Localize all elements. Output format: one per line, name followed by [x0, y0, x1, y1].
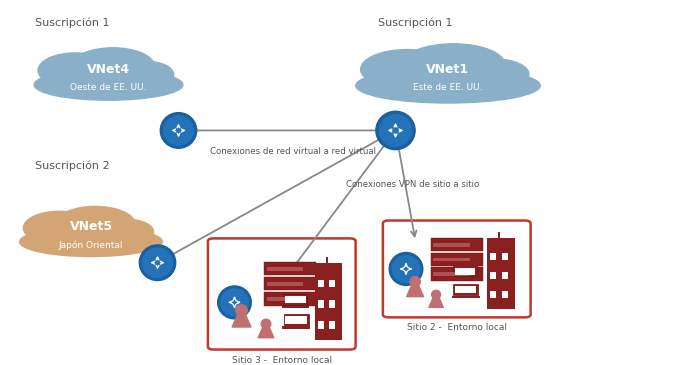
Ellipse shape: [71, 48, 155, 85]
Bar: [282, 326, 310, 330]
Text: VNet5: VNet5: [69, 220, 113, 234]
FancyBboxPatch shape: [264, 262, 316, 275]
Text: Suscripción 1: Suscripción 1: [35, 18, 109, 28]
Ellipse shape: [55, 206, 135, 242]
Bar: [455, 286, 476, 293]
Text: Oeste de EE. UU.: Oeste de EE. UU.: [70, 83, 147, 92]
FancyBboxPatch shape: [284, 314, 309, 326]
Text: Conexiones de red virtual a red virtual: Conexiones de red virtual a red virtual: [210, 147, 376, 156]
Bar: [452, 296, 480, 298]
Ellipse shape: [23, 211, 94, 245]
Ellipse shape: [379, 115, 412, 146]
Bar: [286, 296, 305, 303]
Ellipse shape: [402, 44, 505, 86]
Text: Conexiones VPN de sitio a sitio: Conexiones VPN de sitio a sitio: [346, 180, 480, 189]
Polygon shape: [232, 315, 251, 327]
Bar: [318, 280, 324, 287]
Bar: [433, 272, 470, 276]
FancyBboxPatch shape: [430, 268, 483, 281]
Text: Suscripción 1: Suscripción 1: [378, 18, 452, 28]
Bar: [318, 321, 324, 329]
Ellipse shape: [392, 255, 420, 283]
FancyBboxPatch shape: [284, 294, 307, 305]
Ellipse shape: [236, 305, 247, 316]
Ellipse shape: [432, 290, 440, 299]
Text: VNet1: VNet1: [426, 63, 470, 76]
Text: Sitio 2 -  Entorno local: Sitio 2 - Entorno local: [407, 323, 507, 333]
FancyBboxPatch shape: [430, 253, 483, 266]
Ellipse shape: [99, 219, 153, 245]
Bar: [486, 238, 514, 309]
Text: Japón Oriental: Japón Oriental: [59, 240, 123, 250]
Text: VNet4: VNet4: [87, 63, 130, 76]
Bar: [502, 291, 508, 299]
Bar: [330, 280, 335, 287]
FancyBboxPatch shape: [264, 277, 316, 291]
FancyBboxPatch shape: [264, 292, 316, 306]
Bar: [498, 232, 500, 238]
Ellipse shape: [410, 277, 420, 287]
Polygon shape: [258, 328, 274, 338]
Text: Sitio 3 -  Entorno local: Sitio 3 - Entorno local: [232, 356, 332, 365]
Bar: [433, 258, 470, 261]
Bar: [452, 277, 478, 280]
FancyBboxPatch shape: [453, 266, 477, 276]
Bar: [455, 268, 475, 275]
Ellipse shape: [139, 245, 176, 281]
Bar: [433, 243, 470, 247]
Polygon shape: [429, 298, 443, 307]
Ellipse shape: [356, 68, 540, 103]
Ellipse shape: [34, 69, 183, 100]
Polygon shape: [407, 286, 424, 297]
Ellipse shape: [376, 111, 415, 150]
Text: Este de EE. UU.: Este de EE. UU.: [413, 83, 483, 92]
Ellipse shape: [38, 53, 113, 88]
Text: Suscripción 2: Suscripción 2: [35, 161, 110, 171]
Bar: [318, 300, 324, 308]
Ellipse shape: [160, 113, 197, 148]
Bar: [282, 306, 309, 308]
Bar: [502, 253, 508, 260]
Ellipse shape: [220, 289, 248, 316]
Ellipse shape: [218, 286, 251, 319]
FancyBboxPatch shape: [453, 284, 478, 295]
Bar: [267, 282, 303, 286]
Bar: [267, 297, 303, 301]
FancyBboxPatch shape: [208, 238, 356, 350]
Ellipse shape: [20, 227, 162, 257]
Bar: [330, 321, 335, 329]
Ellipse shape: [143, 248, 172, 277]
Bar: [490, 253, 496, 260]
Bar: [490, 272, 496, 279]
Bar: [315, 264, 342, 340]
Ellipse shape: [360, 50, 453, 89]
Bar: [286, 316, 307, 324]
FancyBboxPatch shape: [383, 220, 531, 318]
Ellipse shape: [458, 59, 528, 89]
Bar: [326, 257, 328, 264]
Bar: [490, 291, 496, 299]
Bar: [330, 300, 335, 308]
Bar: [267, 267, 303, 270]
Ellipse shape: [117, 61, 174, 88]
FancyBboxPatch shape: [430, 238, 483, 251]
Ellipse shape: [261, 319, 271, 328]
Ellipse shape: [389, 253, 423, 285]
Ellipse shape: [164, 116, 193, 145]
Bar: [502, 272, 508, 279]
